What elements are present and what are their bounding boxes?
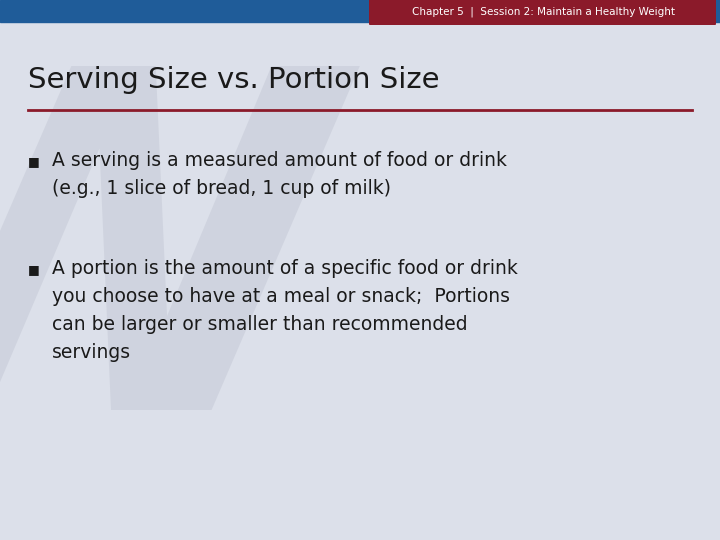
Text: (e.g., 1 slice of bread, 1 cup of milk): (e.g., 1 slice of bread, 1 cup of milk) bbox=[52, 179, 391, 198]
Text: can be larger or smaller than recommended: can be larger or smaller than recommende… bbox=[52, 314, 467, 334]
Text: ■: ■ bbox=[28, 156, 40, 168]
Text: Chapter 5  |  Session 2: Maintain a Healthy Weight: Chapter 5 | Session 2: Maintain a Health… bbox=[412, 6, 675, 17]
Text: ■: ■ bbox=[28, 264, 40, 276]
FancyBboxPatch shape bbox=[369, 0, 716, 25]
Bar bbox=[0, 0, 720, 22]
Text: A portion is the amount of a specific food or drink: A portion is the amount of a specific fo… bbox=[52, 259, 518, 278]
Text: W: W bbox=[0, 52, 341, 508]
Text: servings: servings bbox=[52, 342, 131, 361]
Text: Serving Size vs. Portion Size: Serving Size vs. Portion Size bbox=[28, 66, 439, 94]
Text: you choose to have at a meal or snack;  Portions: you choose to have at a meal or snack; P… bbox=[52, 287, 510, 306]
Text: A serving is a measured amount of food or drink: A serving is a measured amount of food o… bbox=[52, 151, 507, 170]
